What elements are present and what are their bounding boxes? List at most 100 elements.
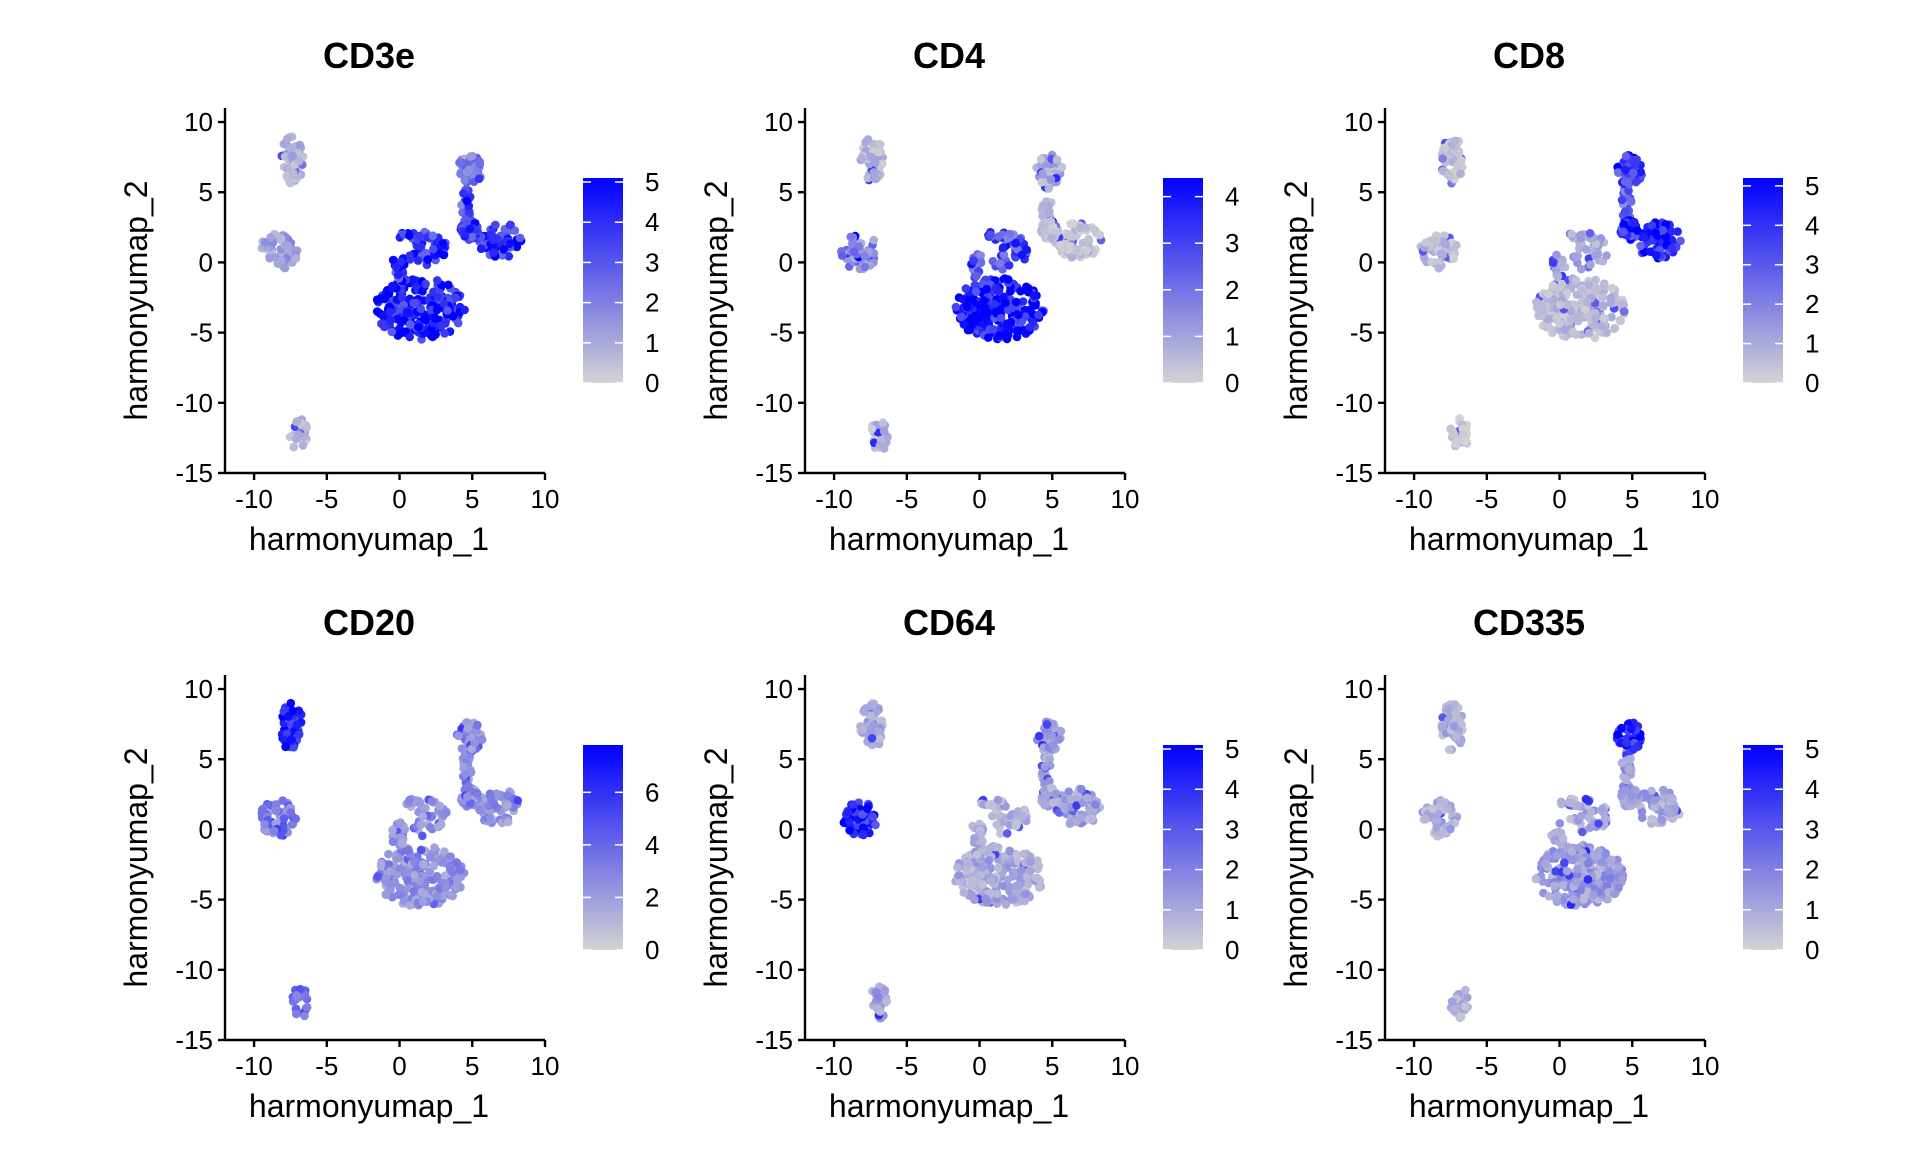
legend-tick-label: 4	[1225, 182, 1239, 212]
point	[994, 863, 1003, 873]
point	[1668, 795, 1677, 805]
point	[1593, 877, 1603, 887]
x-tick-label: 10	[1691, 484, 1720, 514]
point	[1057, 162, 1067, 172]
point	[1532, 297, 1541, 307]
point	[1552, 897, 1562, 907]
point	[874, 992, 883, 1001]
point	[1586, 260, 1595, 269]
y-tick-label: 10	[1344, 107, 1373, 137]
point	[1602, 328, 1611, 338]
point	[474, 174, 484, 183]
x-tick-label: 5	[1625, 1051, 1639, 1081]
point	[1531, 874, 1541, 884]
point	[1557, 799, 1566, 809]
point	[866, 152, 876, 162]
point	[857, 154, 867, 163]
point	[440, 329, 449, 338]
point	[1428, 804, 1437, 814]
point	[1004, 261, 1014, 270]
y-axis-label: harmonyumap_2	[118, 747, 154, 987]
point	[986, 230, 995, 240]
legend-tick-label: 4	[1805, 774, 1819, 804]
point	[405, 231, 414, 240]
point	[1067, 252, 1076, 262]
y-tick-label: 0	[199, 247, 213, 277]
point	[1636, 167, 1645, 177]
point	[1605, 874, 1615, 883]
point	[385, 307, 395, 317]
point	[1460, 436, 1469, 446]
point	[295, 140, 305, 150]
point	[1567, 846, 1577, 856]
point	[271, 800, 281, 809]
point	[1449, 430, 1459, 439]
x-tick-label: 10	[1111, 484, 1140, 514]
point	[1571, 877, 1581, 887]
point	[1035, 883, 1044, 892]
point	[1649, 796, 1659, 805]
point	[398, 838, 407, 848]
point	[473, 720, 482, 730]
point	[279, 814, 289, 823]
point	[1585, 229, 1595, 238]
chart-title: CD8	[1493, 35, 1565, 76]
point	[988, 325, 998, 334]
chart-title: CD3e	[323, 35, 415, 76]
point	[294, 730, 304, 739]
x-tick-label: 10	[1111, 1051, 1140, 1081]
point	[1009, 895, 1018, 904]
point	[878, 418, 888, 428]
chart-title: CD20	[323, 602, 415, 643]
point	[959, 320, 969, 329]
point	[1551, 828, 1561, 837]
legend-tick-label: 0	[1225, 368, 1239, 398]
legend-tick-label: 4	[1805, 210, 1819, 240]
point	[261, 826, 271, 836]
point	[410, 870, 419, 880]
point	[1051, 789, 1060, 799]
point	[1072, 244, 1081, 254]
y-tick-label: 5	[1359, 177, 1373, 207]
point	[300, 1011, 309, 1021]
point	[415, 798, 425, 807]
point	[405, 332, 415, 342]
color-legend: 0 1 2 3 4	[1163, 178, 1239, 398]
point	[1590, 851, 1599, 860]
point	[291, 254, 301, 263]
point	[1040, 762, 1050, 771]
point	[1452, 731, 1461, 741]
point	[292, 1009, 301, 1019]
point	[475, 805, 485, 815]
point	[951, 302, 961, 312]
point	[394, 270, 403, 280]
point	[284, 712, 293, 721]
point	[1573, 864, 1582, 874]
x-tick-label: -5	[315, 1051, 338, 1081]
x-tick-label: 0	[392, 484, 406, 514]
point	[866, 724, 876, 734]
point	[1444, 704, 1453, 713]
point	[1037, 796, 1046, 806]
point	[1432, 236, 1441, 246]
legend-tick-label: 3	[1805, 814, 1819, 844]
point	[258, 805, 267, 814]
point	[848, 800, 858, 809]
point	[503, 791, 512, 800]
point	[461, 769, 470, 779]
point	[1437, 797, 1447, 807]
point	[1569, 894, 1578, 904]
point	[515, 233, 525, 243]
point	[396, 818, 405, 827]
point	[391, 262, 401, 272]
point	[467, 232, 477, 242]
x-tick-label: 0	[972, 1051, 986, 1081]
color-bar	[1743, 745, 1783, 950]
x-tick-label: 0	[1552, 1051, 1566, 1081]
point	[860, 262, 870, 272]
legend-tick-label: 2	[645, 288, 659, 318]
point	[970, 280, 980, 290]
point	[1077, 784, 1086, 794]
point	[405, 901, 415, 910]
